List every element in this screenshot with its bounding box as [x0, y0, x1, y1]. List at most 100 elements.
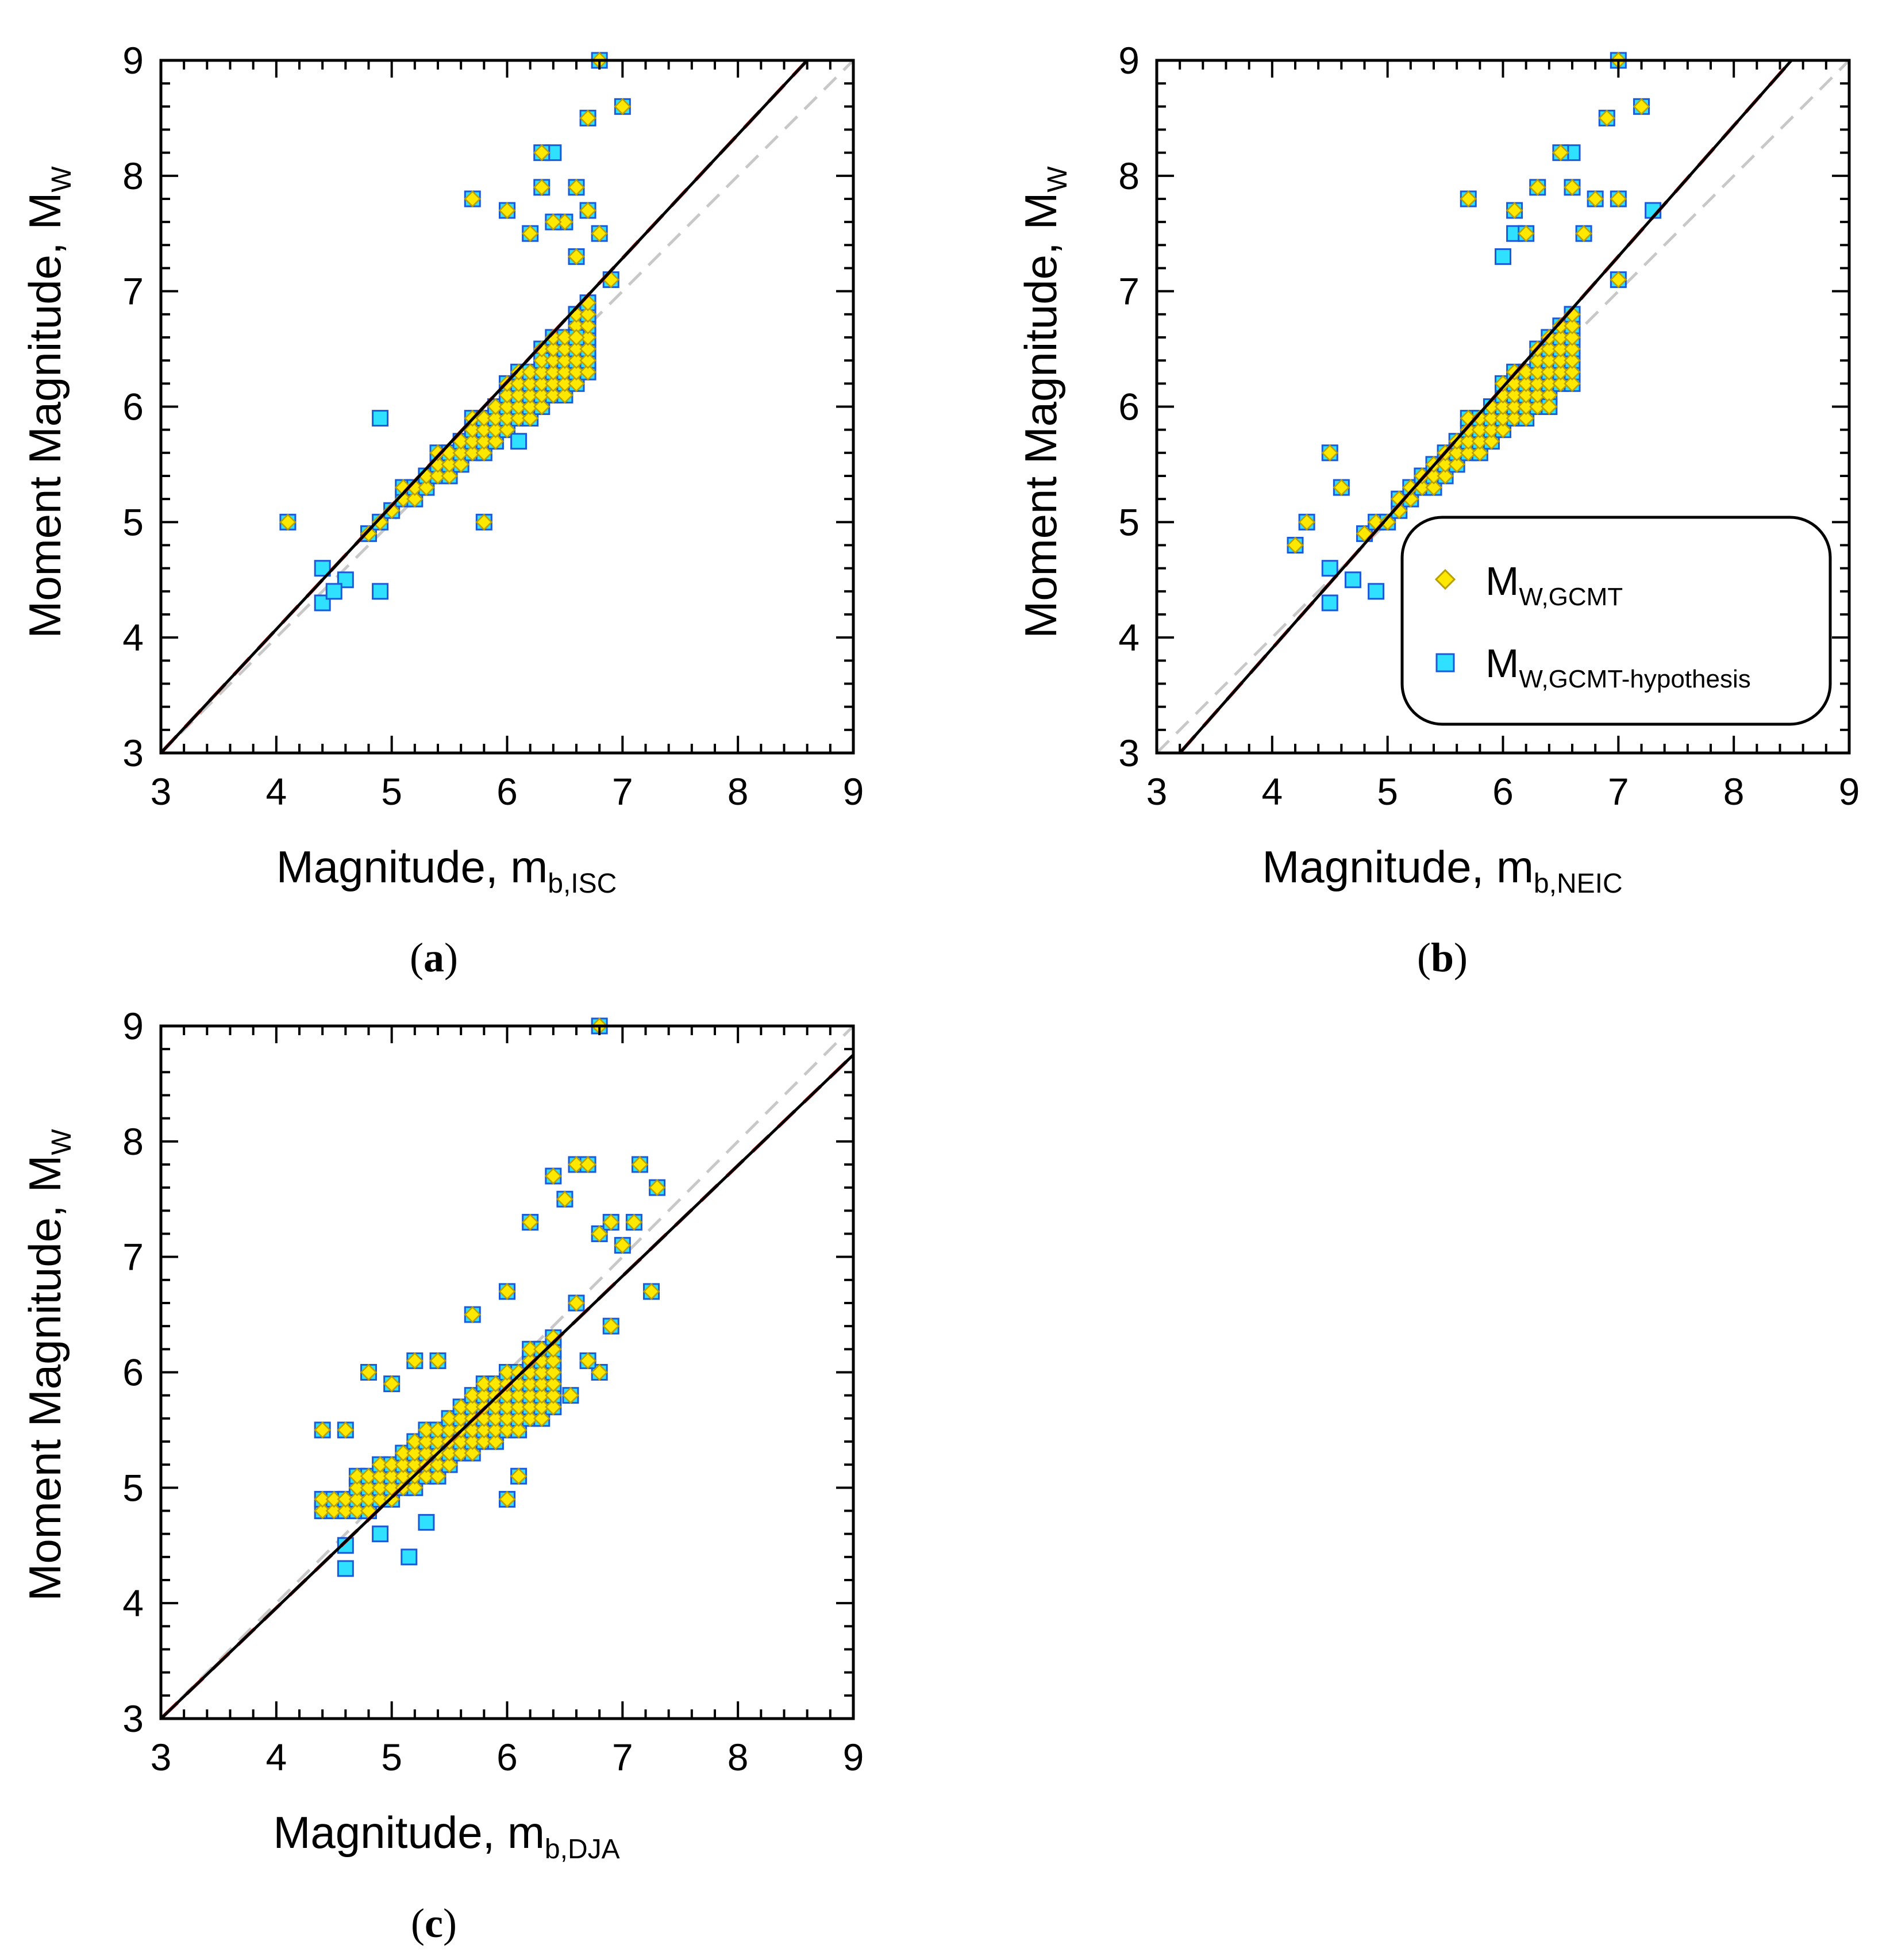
- y-tick-label: 5: [122, 1466, 144, 1509]
- gcmt-diamond-point: [1460, 432, 1477, 450]
- gcmt-diamond-point: [521, 386, 539, 404]
- gcmt-diamond-point: [464, 1386, 482, 1404]
- gcmt-diamond-point: [441, 1421, 458, 1439]
- x-tick-label: 8: [727, 1736, 749, 1778]
- gcmt-diamond-point: [498, 1410, 516, 1427]
- gcmt-diamond-point: [510, 386, 528, 404]
- panel-a-ticks: [160, 59, 854, 754]
- gcmt-diamond-point: [418, 1444, 435, 1462]
- gcmt-diamond-point: [406, 1433, 424, 1450]
- hypothesis-square-point: [418, 1514, 435, 1531]
- gcmt-diamond-point: [1564, 329, 1581, 346]
- gcmt-diamond-point: [314, 1421, 331, 1439]
- gcmt-diamond-point: [545, 363, 562, 381]
- gcmt-diamond-point: [562, 1386, 579, 1404]
- gcmt-diamond-point: [337, 1502, 355, 1520]
- gcmt-diamond-point: [464, 190, 482, 207]
- gcmt-diamond-point: [1610, 271, 1627, 289]
- gcmt-diamond-point: [1321, 444, 1339, 462]
- hypothesis-square-point: [372, 1525, 389, 1543]
- gcmt-diamond-point: [1494, 398, 1512, 416]
- gcmt-diamond-point: [510, 398, 528, 416]
- gcmt-diamond-point: [1287, 536, 1304, 554]
- hypothesis-square-point: [337, 1560, 354, 1577]
- gcmt-diamond-point: [360, 1490, 378, 1508]
- gcmt-diamond-point: [406, 1352, 424, 1370]
- gcmt-diamond-point: [1552, 317, 1569, 335]
- gcmt-diamond-point: [521, 1375, 539, 1393]
- gcmt-diamond-point: [360, 1467, 378, 1485]
- x-tick-label: 9: [843, 1736, 864, 1778]
- gcmt-diamond-point: [337, 1421, 355, 1439]
- gcmt-diamond-point: [568, 375, 585, 393]
- panel-b-ticks: [1156, 59, 1850, 754]
- gcmt-diamond-point: [464, 421, 482, 439]
- gcmt-diamond-point: [498, 421, 516, 439]
- x-tick-label: 5: [1377, 770, 1398, 813]
- gcmt-diamond-point: [568, 248, 585, 266]
- panel-c-points: [314, 1017, 666, 1577]
- gcmt-diamond-point: [1541, 352, 1558, 369]
- x-tick-label: 6: [496, 770, 518, 813]
- gcmt-diamond-point: [591, 225, 608, 243]
- gcmt-diamond-point: [533, 1410, 551, 1427]
- gcmt-diamond-point: [1517, 386, 1535, 404]
- gcmt-diamond-point: [1529, 352, 1546, 369]
- y-tick-label: 6: [122, 1351, 144, 1394]
- gcmt-diamond-point: [406, 1444, 424, 1462]
- gcmt-diamond-point: [545, 1375, 562, 1393]
- y-tick-label: 8: [122, 1120, 144, 1163]
- gcmt-diamond-point: [498, 386, 516, 404]
- y-tick-label: 4: [1118, 616, 1140, 659]
- gcmt-diamond-point: [475, 513, 493, 531]
- gcmt-diamond-point: [568, 329, 585, 346]
- gcmt-diamond-point: [1598, 109, 1616, 127]
- gcmt-diamond-point: [556, 352, 573, 369]
- gcmt-diamond-point: [614, 1236, 632, 1254]
- gcmt-diamond-point: [325, 1502, 343, 1520]
- y-tick-label: 7: [122, 270, 144, 313]
- gcmt-diamond-point: [498, 1398, 516, 1416]
- x-tick-label: 4: [265, 770, 287, 813]
- gcmt-diamond-point: [1564, 375, 1581, 393]
- fit-line-black: [1179, 59, 1793, 754]
- legend-diamond-label: MW,GCMT: [1485, 559, 1623, 611]
- gcmt-diamond-point: [498, 398, 516, 416]
- x-tick-label: 7: [1608, 770, 1629, 813]
- gcmt-diamond-point: [579, 109, 596, 127]
- gcmt-diamond-point: [1460, 444, 1477, 462]
- gcmt-diamond-point: [1517, 363, 1535, 381]
- gcmt-diamond-point: [1517, 398, 1535, 416]
- gcmt-diamond-point: [464, 432, 482, 450]
- gcmt-diamond-point: [521, 409, 539, 427]
- gcmt-diamond-point: [371, 1467, 389, 1485]
- panel-b-tick-labels: 3 4 5 6 7 8 9 3 4 5 6 7 8 9: [1118, 39, 1860, 813]
- gcmt-diamond-point: [371, 1479, 389, 1497]
- y-tick-label: 9: [122, 1005, 144, 1047]
- x-tick-label: 3: [151, 1736, 172, 1778]
- gcmt-diamond-point: [1506, 202, 1523, 219]
- gcmt-diamond-point: [533, 179, 551, 196]
- gcmt-diamond-point: [545, 1167, 562, 1185]
- gcmt-diamond-point: [568, 352, 585, 369]
- gcmt-diamond-point: [452, 1398, 469, 1416]
- gcmt-diamond-point: [475, 421, 493, 439]
- hypothesis-square-point: [1321, 560, 1338, 577]
- gcmt-diamond-point: [1564, 179, 1581, 196]
- panel-c: 3 4 5 6 7 8 9 3 4 5 6 7 8 9 Magnitude, mb,DJA Moment …: [20, 1005, 864, 1946]
- gcmt-diamond-point: [360, 1479, 378, 1497]
- gcmt-diamond-point: [568, 1294, 585, 1312]
- gcmt-diamond-point: [348, 1479, 366, 1497]
- gcmt-diamond-point: [545, 213, 562, 230]
- gcmt-diamond-point: [498, 1283, 516, 1300]
- gcmt-diamond-point: [498, 1421, 516, 1439]
- gcmt-diamond-point: [579, 363, 596, 381]
- gcmt-diamond-point: [556, 340, 573, 358]
- gcmt-diamond-point: [579, 317, 596, 335]
- hypothesis-square-point: [401, 1548, 418, 1566]
- y-tick-label: 8: [122, 155, 144, 197]
- gcmt-diamond-point: [642, 1283, 660, 1300]
- panel-b-x-axis-title: Magnitude, mb,NEIC: [1262, 841, 1622, 899]
- gcmt-diamond-point: [475, 444, 493, 462]
- gcmt-diamond-point: [510, 409, 528, 427]
